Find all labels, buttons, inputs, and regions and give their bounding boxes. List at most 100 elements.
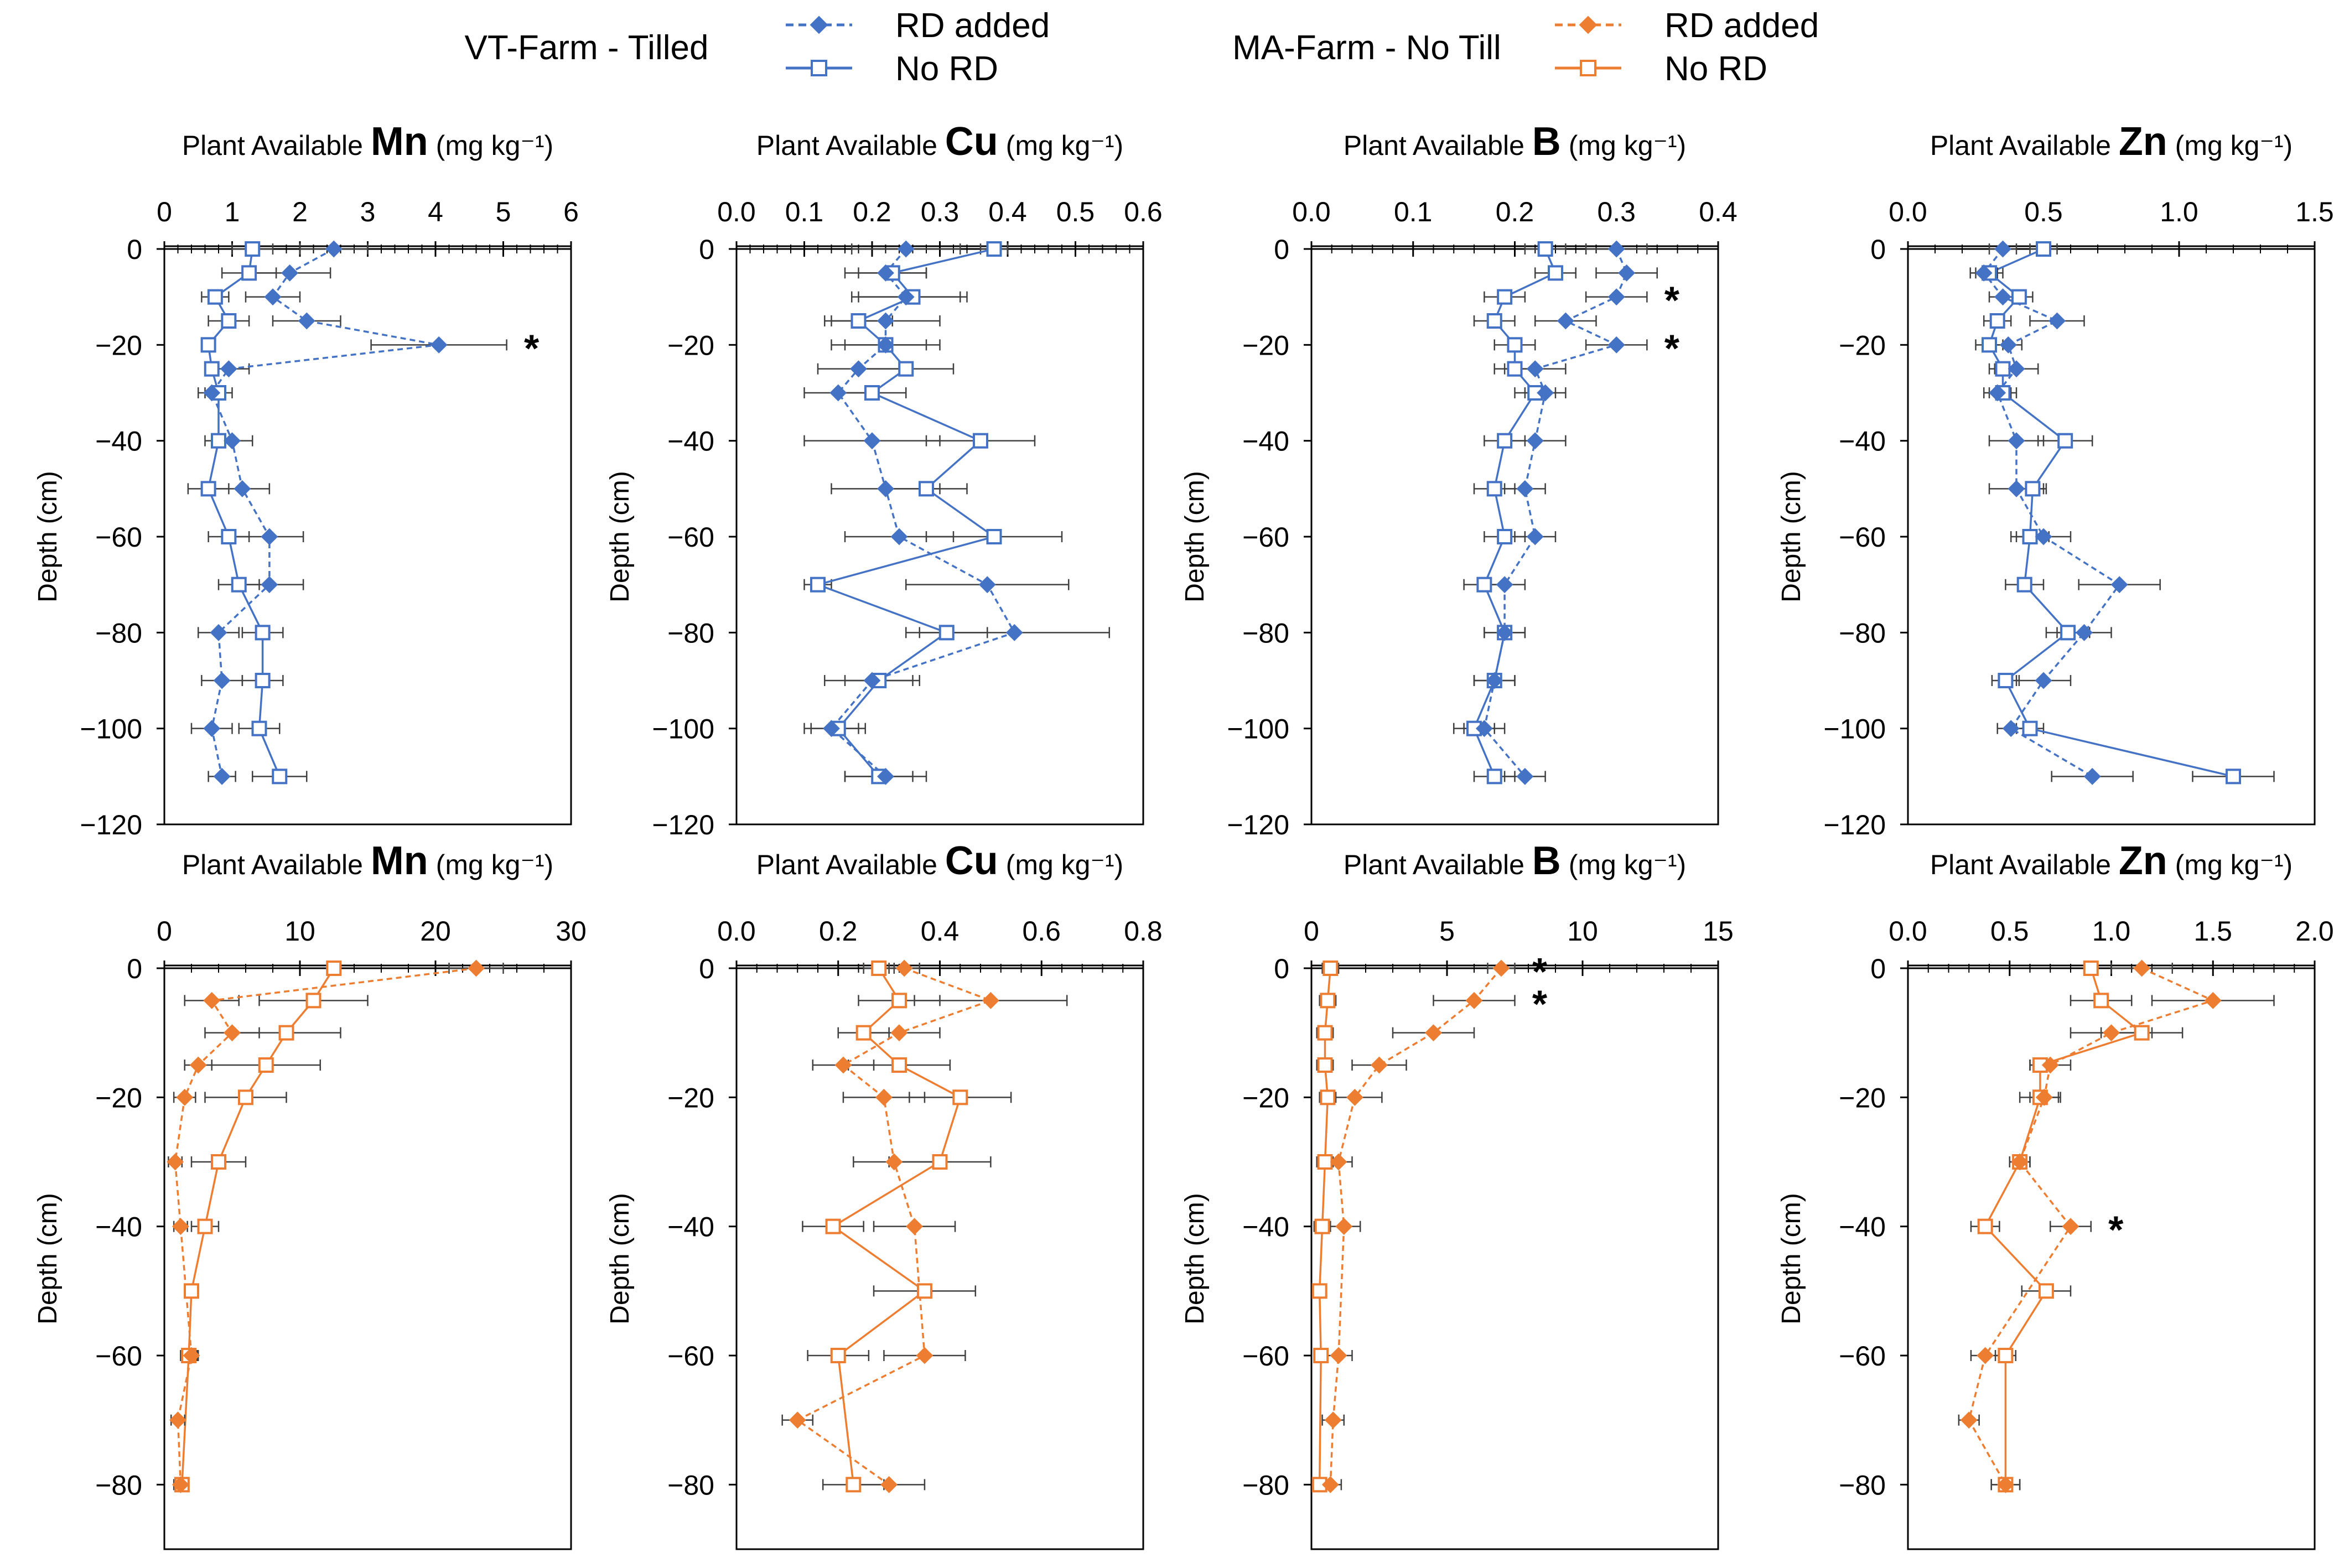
data-point-rd-added bbox=[1537, 384, 1554, 402]
y-tick-label: −60 bbox=[667, 522, 714, 553]
data-point-rd-added bbox=[203, 384, 221, 402]
title-element: Cu bbox=[945, 120, 998, 164]
data-point-rd-added bbox=[916, 1347, 933, 1364]
data-point-no-rd bbox=[200, 481, 216, 497]
chart-panel-ma-cu: Plant Available Cu (mg kg⁻¹) 0.0 0.2 0.4 0.6… bbox=[605, 839, 1163, 1550]
title-prefix: Plant Available bbox=[1930, 130, 2119, 161]
data-point-rd-added bbox=[1607, 336, 1625, 354]
data-point-no-rd bbox=[2022, 720, 2038, 736]
y-tick-label: −100 bbox=[80, 714, 142, 745]
data-point-no-rd bbox=[221, 313, 237, 329]
data-point-rd-added bbox=[978, 576, 996, 594]
data-point-no-rd bbox=[938, 625, 955, 641]
title-prefix: Plant Available bbox=[756, 130, 945, 161]
data-point-no-rd bbox=[2016, 577, 2032, 593]
data-point-rd-added bbox=[224, 1024, 241, 1042]
y-tick-label: −120 bbox=[1823, 809, 1886, 840]
y-tick-label: −80 bbox=[667, 617, 714, 648]
x-tick-label: 2 bbox=[292, 196, 308, 227]
x-tick-label: 0 bbox=[157, 196, 172, 227]
y-axis-label: Depth (cm) bbox=[1180, 471, 1210, 602]
chart-panel-vt-b: Plant Available B (mg kg⁻¹) 0.0 0.1 0.2 0.3 0… bbox=[1180, 120, 1738, 840]
series-no-rd bbox=[187, 243, 308, 782]
x-tick-label: 15 bbox=[1703, 916, 1734, 947]
title-unit: (mg kg⁻¹) bbox=[2167, 849, 2293, 880]
legend-entry-label: RD added bbox=[895, 7, 1050, 45]
x-tick-label: 0.6 bbox=[1124, 196, 1163, 227]
data-point-rd-added bbox=[2041, 1056, 2059, 1074]
data-point-rd-added bbox=[2062, 1218, 2079, 1235]
data-point-no-rd bbox=[986, 241, 1002, 257]
data-point-no-rd bbox=[1486, 481, 1502, 497]
data-point-no-rd bbox=[1320, 993, 1336, 1009]
data-point-no-rd bbox=[2036, 241, 2051, 257]
data-point-no-rd bbox=[231, 577, 247, 593]
y-tick-label: −20 bbox=[95, 1082, 142, 1113]
x-tick-label: 4 bbox=[428, 196, 443, 227]
data-point-no-rd bbox=[238, 1089, 253, 1105]
data-point-rd-added bbox=[224, 432, 241, 450]
data-point-no-rd bbox=[1982, 337, 1997, 353]
data-point-rd-added bbox=[2008, 432, 2025, 450]
data-point-rd-added bbox=[1975, 264, 1993, 282]
data-point-no-rd bbox=[871, 960, 887, 976]
data-point-no-rd bbox=[255, 625, 271, 641]
data-point-no-rd bbox=[919, 481, 934, 497]
data-point-no-rd bbox=[1313, 1348, 1329, 1363]
markers-no-rd bbox=[1466, 241, 1563, 785]
x-tick-label: 0.6 bbox=[1022, 916, 1061, 947]
data-point-no-rd bbox=[932, 1154, 948, 1170]
data-point-no-rd bbox=[211, 433, 226, 449]
data-point-no-rd bbox=[986, 529, 1002, 544]
y-axis-label: Depth (cm) bbox=[33, 471, 63, 602]
data-point-no-rd bbox=[1317, 1154, 1333, 1170]
x-tick-label: 0 bbox=[157, 916, 172, 947]
y-tick-label: −20 bbox=[1839, 1082, 1886, 1113]
y-tick-label: 0 bbox=[1274, 234, 1289, 265]
title-prefix: Plant Available bbox=[1344, 849, 1532, 880]
data-point-no-rd bbox=[1548, 265, 1563, 281]
y-tick-label: 0 bbox=[699, 953, 714, 984]
plot-frame bbox=[735, 245, 1144, 825]
x-tick-label: 5 bbox=[496, 196, 511, 227]
data-point-no-rd bbox=[272, 769, 288, 785]
data-point-rd-added bbox=[2035, 1088, 2053, 1106]
markers-rd-added bbox=[167, 959, 485, 1493]
y-axis-label: Depth (cm) bbox=[605, 1193, 635, 1324]
data-point-rd-added bbox=[1989, 384, 2006, 402]
data-point-rd-added bbox=[169, 1411, 186, 1429]
data-point-rd-added bbox=[1330, 1153, 1347, 1171]
data-point-no-rd bbox=[2025, 481, 2041, 497]
data-point-no-rd bbox=[241, 265, 257, 281]
data-point-rd-added bbox=[863, 672, 881, 689]
data-point-rd-added bbox=[281, 264, 299, 282]
data-point-rd-added bbox=[1607, 240, 1625, 258]
data-point-no-rd bbox=[1486, 769, 1502, 785]
legend-square-marker bbox=[811, 60, 827, 76]
markers-no-rd bbox=[200, 241, 288, 785]
y-tick-label: −100 bbox=[652, 714, 714, 745]
y-tick-label: −120 bbox=[80, 809, 142, 840]
chart-title: Plant Available Zn (mg kg⁻¹) bbox=[1930, 839, 2293, 883]
x-tick-label: 1 bbox=[225, 196, 240, 227]
title-unit: (mg kg⁻¹) bbox=[2167, 130, 2293, 161]
data-point-rd-added bbox=[875, 1088, 893, 1106]
x-tick-label: 0.4 bbox=[988, 196, 1027, 227]
data-point-rd-added bbox=[183, 1347, 200, 1364]
x-tick-label: 0.0 bbox=[1292, 196, 1331, 227]
data-point-rd-added bbox=[2002, 720, 2020, 738]
data-point-no-rd bbox=[1507, 337, 1523, 353]
series-line-rd-added bbox=[1483, 248, 1628, 777]
y-tick-label: −60 bbox=[95, 1341, 142, 1372]
data-point-rd-added bbox=[823, 720, 840, 738]
data-point-no-rd bbox=[2057, 433, 2073, 449]
x-tick-label: 0.1 bbox=[785, 196, 824, 227]
series-line-no-rd bbox=[1318, 968, 1332, 1485]
chart-panel-vt-cu: Plant Available Cu (mg kg⁻¹) 0.0 0.1 0.2 0.3… bbox=[605, 120, 1163, 840]
data-point-no-rd bbox=[1507, 361, 1523, 377]
data-point-no-rd bbox=[1476, 577, 1492, 593]
x-tick-label: 30 bbox=[556, 916, 587, 947]
y-tick-label: −40 bbox=[95, 1212, 142, 1243]
x-tick-label: 0.5 bbox=[1990, 916, 2029, 947]
y-tick-label: −20 bbox=[95, 330, 142, 361]
